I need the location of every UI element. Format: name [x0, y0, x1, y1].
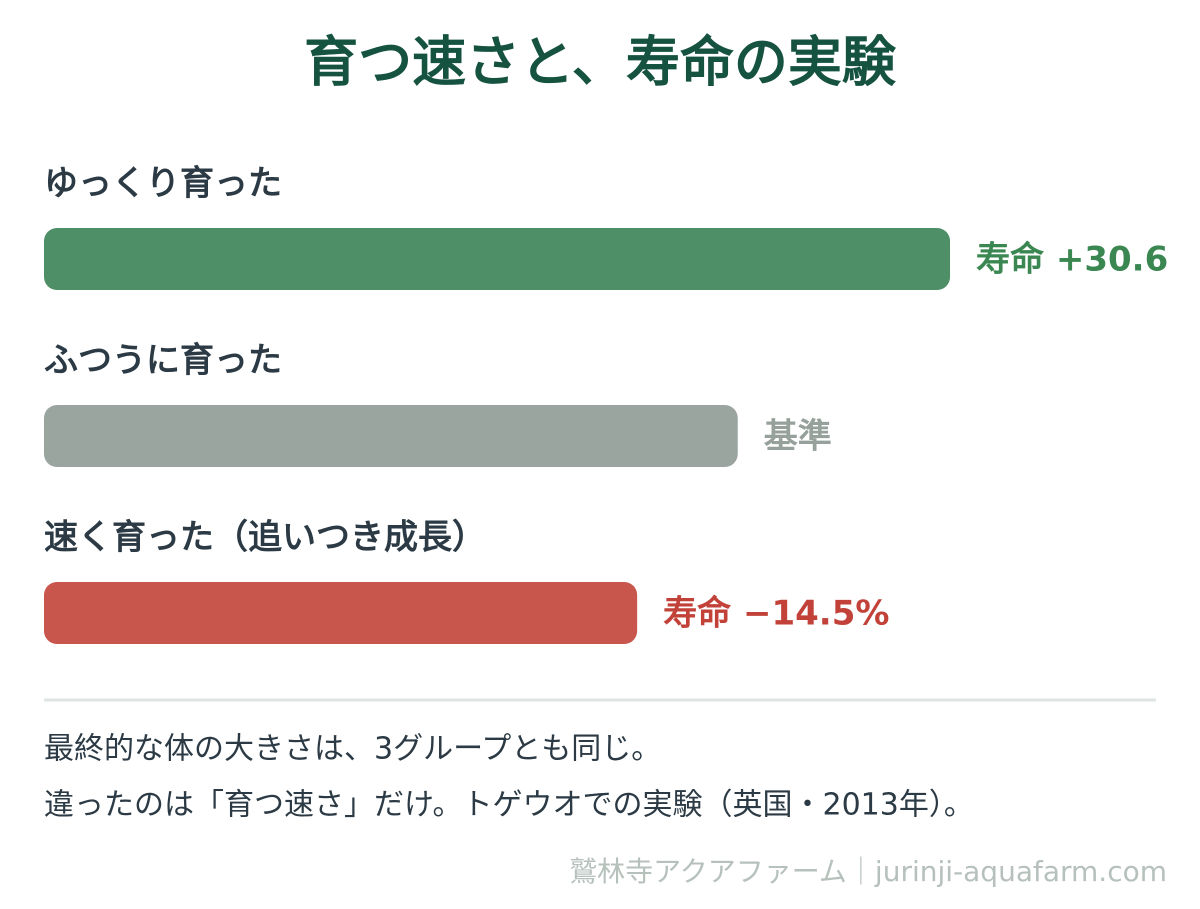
chart-title: 育つ速さと、寿命の実験 [304, 31, 897, 94]
category-label: 速く育った（追いつき成長） [44, 518, 486, 558]
bar [44, 228, 951, 290]
value-label: 寿命 −14.5% [663, 594, 889, 634]
category-label: ふつうに育った [44, 341, 282, 381]
value-label: 寿命 +30.6 [976, 240, 1168, 280]
note: 最終的な体の大きさは、3グループとも同じ。 [44, 732, 661, 767]
bar [44, 405, 738, 467]
value-label: 基準 [764, 417, 832, 457]
note: 違ったのは「育つ速さ」だけ。トゲウオでの実験（英国・2013年）。 [44, 788, 974, 823]
source: 鷲林寺アクアファーム｜jurinji-aquafarm.com [569, 855, 1167, 888]
category-label: ゆっくり育った [44, 164, 282, 204]
bar [44, 582, 638, 644]
